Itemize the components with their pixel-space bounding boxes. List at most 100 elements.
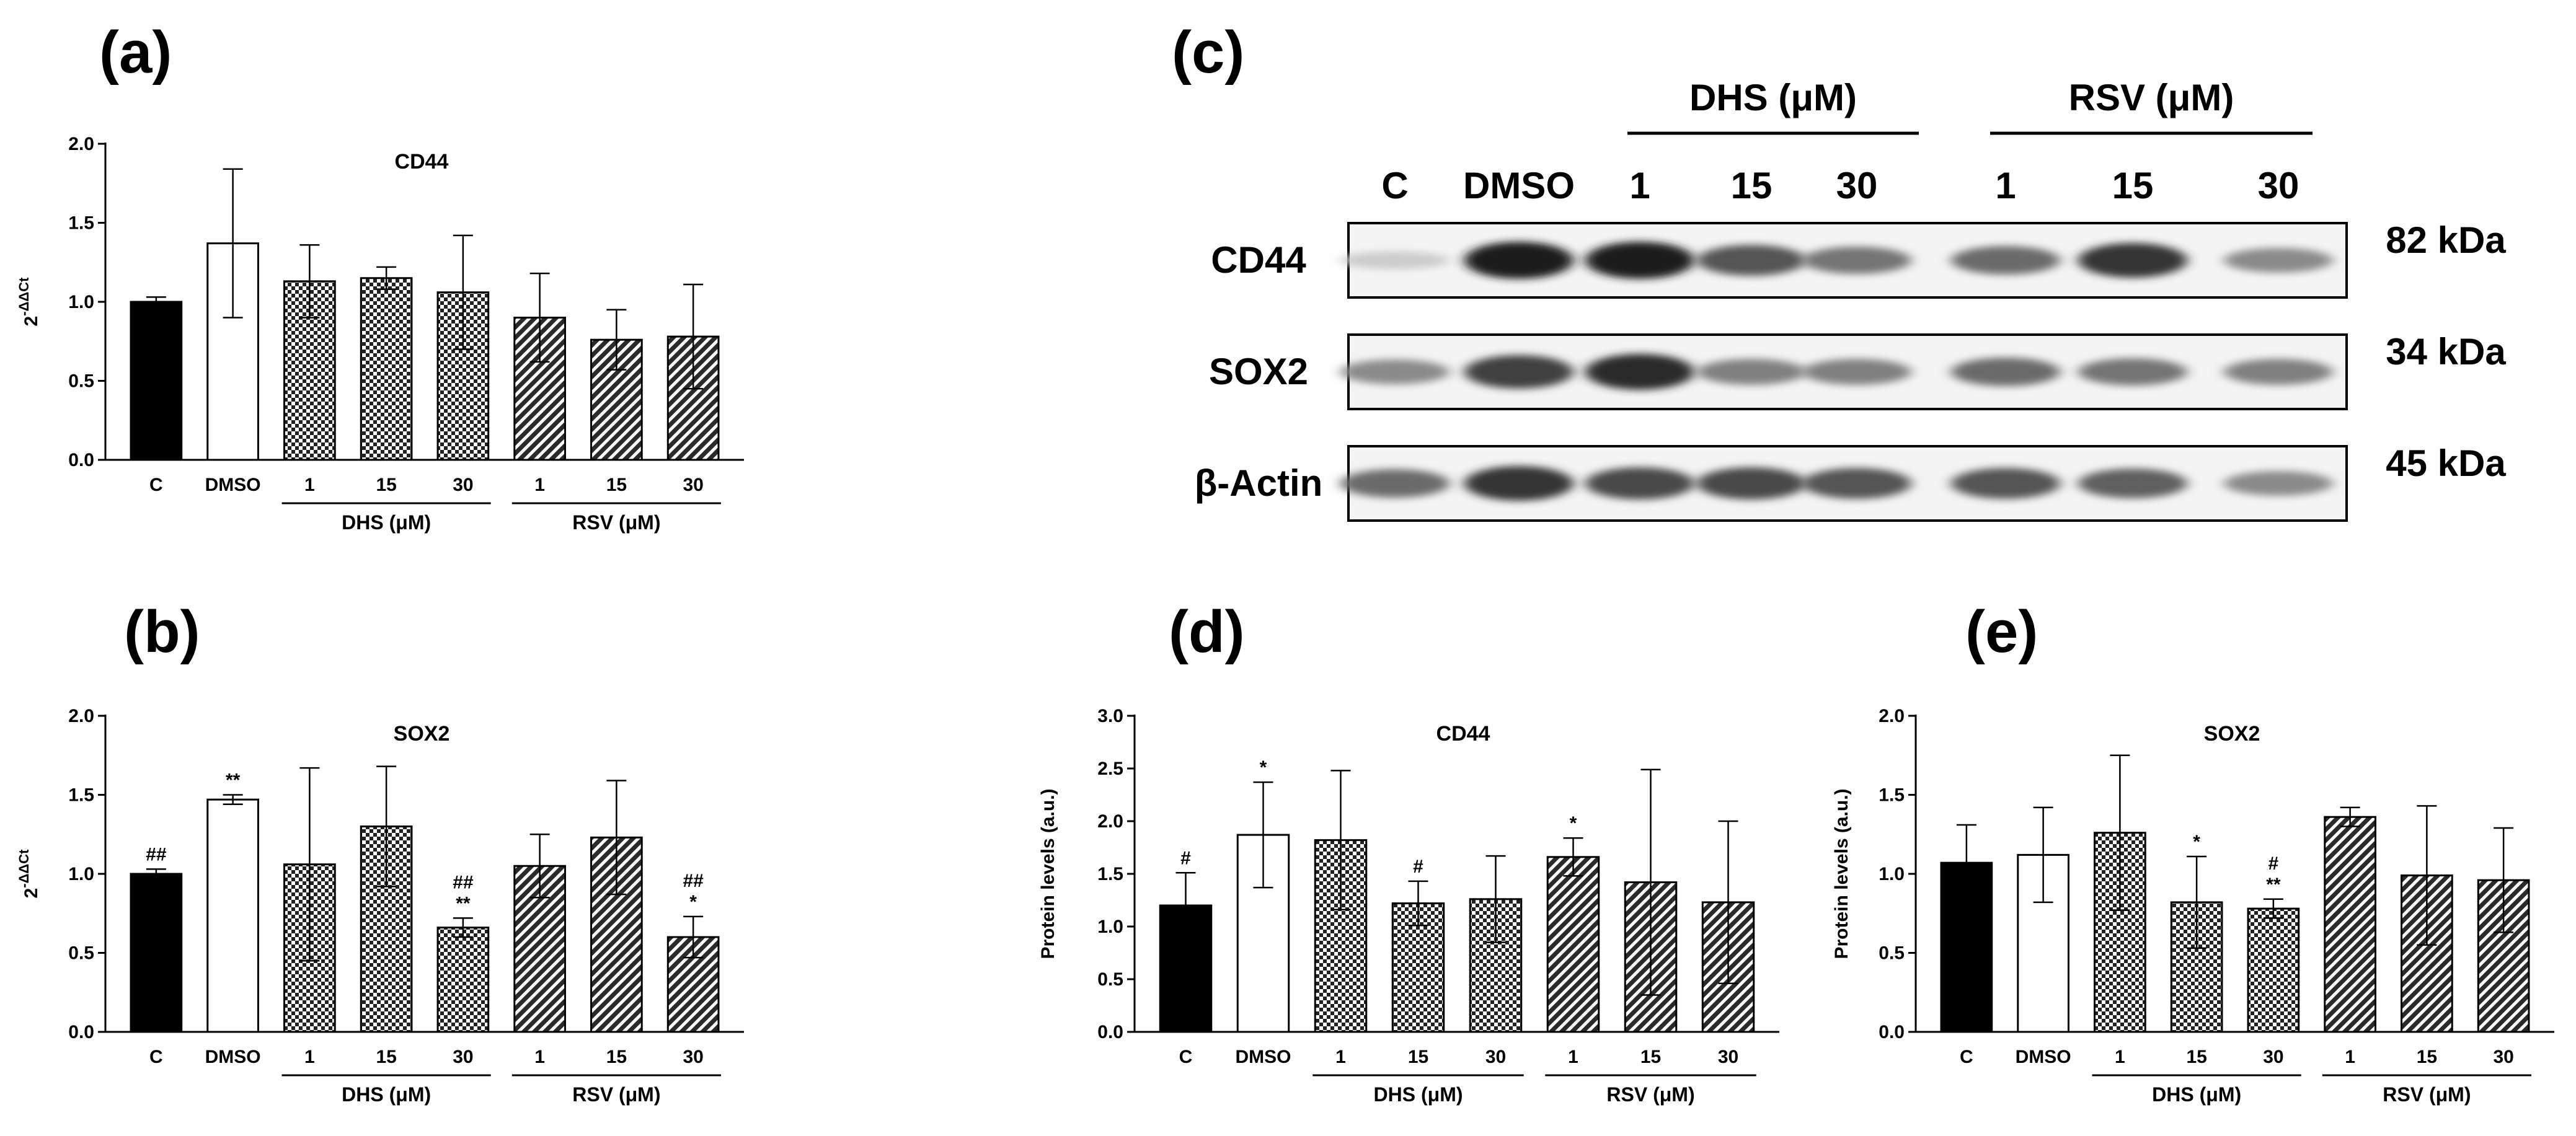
x-tick-label: 15 [2186, 1047, 2206, 1067]
x-tick-label: 30 [453, 475, 473, 495]
blot-lane-label: 30 [2258, 165, 2299, 206]
x-tick-label: DMSO [1236, 1047, 1291, 1067]
blot-band [2078, 243, 2187, 278]
significance-marker: * [689, 892, 697, 912]
y-tick-label: 2.0 [68, 134, 94, 154]
significance-marker: # [1413, 856, 1423, 877]
y-axis-label-sup: -ΔΔCt [16, 277, 32, 316]
group-label: DHS (μM) [342, 511, 431, 534]
blot-kda-label: 45 kDa [2386, 443, 2506, 484]
significance-marker: * [1260, 757, 1267, 778]
bar-chart-a: 0.0 0.5 1.0 1.5 2.0 2-ΔΔCt CD44 C DMSO 1 15 30 1 15 30… [16, 134, 744, 534]
bar [206, 798, 259, 1033]
significance-marker: # [2268, 853, 2279, 874]
y-tick-label: 0.5 [68, 371, 94, 392]
group-label: RSV (μM) [572, 511, 660, 534]
y-tick-label: 1.5 [1097, 864, 1123, 884]
y-tick-label: 2.0 [1097, 811, 1123, 832]
chart-title: CD44 [1436, 722, 1490, 746]
western-blot: DHS (μM) RSV (μM) C DMSO 1 15 30 1 15 30 CD44 82 kD… [1195, 77, 2506, 522]
x-tick-label: 15 [606, 475, 627, 495]
blot-band [2078, 469, 2187, 498]
bar-chart-b: 0.0 0.5 1.0 1.5 2.0 2-ΔΔCt SOX2 C ## DMSO ** 1 15 30 #… [16, 706, 744, 1106]
blot-band [1340, 252, 1450, 269]
blot-group-label-dhs: DHS (μM) [1689, 77, 1857, 118]
blot-band [2224, 359, 2333, 385]
x-tick-label: 1 [534, 1047, 545, 1067]
blot-band [1340, 469, 1450, 498]
blot-band [1951, 468, 2060, 499]
x-tick-label: 1 [304, 475, 315, 495]
significance-marker: ** [2266, 874, 2281, 895]
y-tick-label: 0.5 [1879, 943, 1905, 964]
y-axis-label: Protein levels (a.u.) [1038, 788, 1058, 959]
y-axis-label-base: 2 [21, 888, 42, 899]
x-tick-label: 15 [606, 1047, 627, 1067]
blot-band [1802, 468, 1911, 499]
blot-band [1585, 242, 1694, 279]
y-tick-label: 1.0 [68, 292, 94, 312]
blot-band [1697, 359, 1806, 385]
y-tick-label: 1.5 [1879, 785, 1905, 806]
significance-marker: ** [226, 770, 241, 791]
blot-band [1464, 355, 1573, 389]
x-tick-label: C [1960, 1047, 1973, 1067]
blot-band [1464, 466, 1573, 501]
y-tick-label: 2.0 [1879, 706, 1905, 726]
x-tick-label: 30 [683, 475, 703, 495]
bar [436, 291, 490, 461]
blot-protein-label: CD44 [1211, 239, 1306, 281]
blot-band [2224, 471, 2333, 496]
y-tick-label: 0.5 [1097, 969, 1123, 990]
x-tick-label: 1 [2115, 1047, 2125, 1067]
bar-chart-e: 0.0 0.5 1.0 1.5 2.0 Protein levels (a.u.) SOX2… [1831, 706, 2554, 1106]
bar [1546, 856, 1600, 1033]
chart-title: SOX2 [394, 722, 450, 746]
x-tick-label: 30 [2263, 1047, 2283, 1067]
group-label: RSV (μM) [2383, 1083, 2471, 1106]
y-axis-label-base: 2 [21, 316, 42, 327]
y-tick-label: 0.0 [68, 1022, 94, 1042]
panel-label-a: (a) [99, 19, 172, 86]
x-tick-label: 1 [1335, 1047, 1346, 1067]
blot-band [1585, 354, 1694, 390]
x-tick-label: DMSO [205, 475, 261, 495]
blot-protein-label: SOX2 [1209, 351, 1308, 392]
y-tick-label: 1.0 [68, 864, 94, 884]
significance-marker: ## [683, 871, 704, 891]
blot-band [1697, 467, 1806, 500]
significance-marker: # [1180, 848, 1191, 868]
blot-protein-label: β-Actin [1195, 462, 1323, 504]
significance-marker: * [1570, 813, 1577, 834]
blot-band [1802, 359, 1911, 385]
bar [130, 873, 183, 1033]
x-tick-label: C [149, 475, 163, 495]
y-tick-label: 3.0 [1097, 706, 1123, 726]
bar [2401, 874, 2453, 1033]
x-tick-label: 1 [534, 475, 545, 495]
y-tick-label: 1.0 [1879, 864, 1905, 884]
group-label: DHS (μM) [2152, 1083, 2241, 1106]
y-tick-label: 0.5 [68, 943, 94, 964]
x-tick-label: 30 [2493, 1047, 2513, 1067]
y-tick-label: 2.5 [1097, 759, 1123, 779]
panel-label-b: (b) [124, 599, 200, 665]
significance-marker: * [2193, 832, 2200, 852]
significance-marker: ## [146, 844, 167, 865]
blot-band [1340, 359, 1450, 384]
blot-band [1802, 247, 1911, 274]
x-tick-label: 15 [376, 475, 396, 495]
bar [360, 277, 413, 461]
significance-marker: ** [456, 893, 471, 914]
x-tick-label: C [149, 1047, 163, 1067]
x-tick-label: 15 [1640, 1047, 1661, 1067]
x-tick-label: DMSO [205, 1047, 261, 1067]
x-tick-label: 1 [1568, 1047, 1578, 1067]
blot-band [1585, 467, 1694, 500]
blot-lane-label: 1 [1995, 165, 2016, 206]
x-tick-label: 1 [2345, 1047, 2355, 1067]
blot-band [1951, 246, 2060, 275]
bar [206, 242, 259, 461]
significance-marker: ## [453, 872, 474, 892]
y-tick-label: 1.5 [68, 785, 94, 806]
